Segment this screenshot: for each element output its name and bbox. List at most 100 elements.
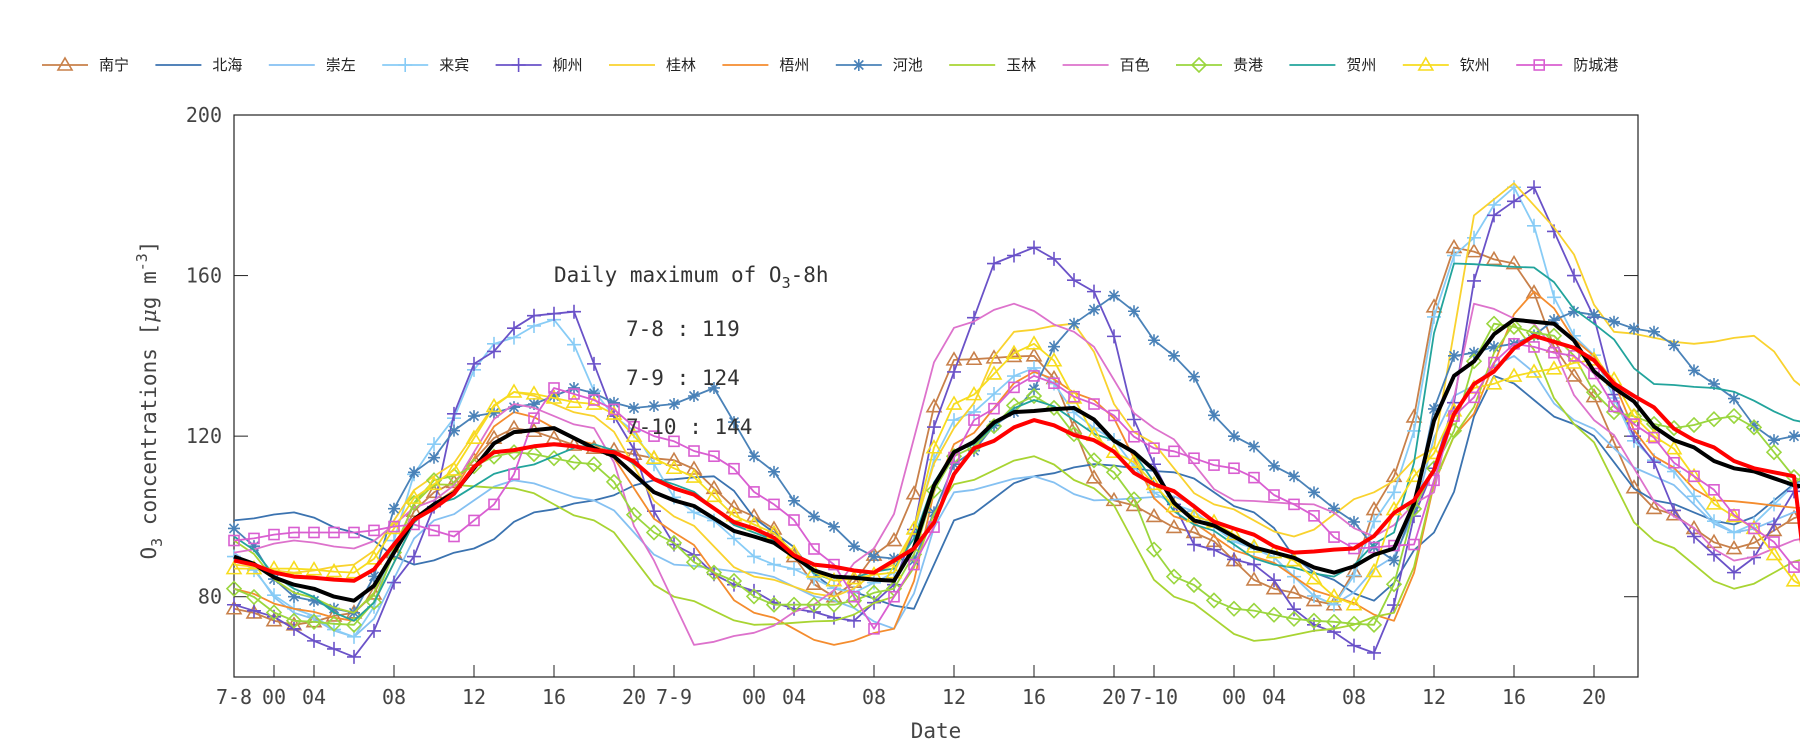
triangle-marker bbox=[565, 393, 583, 408]
square-marker bbox=[648, 430, 660, 442]
plus-marker bbox=[1527, 180, 1541, 195]
triangle-marker bbox=[1025, 347, 1043, 362]
diamond-marker bbox=[1485, 315, 1503, 332]
series-line bbox=[233, 262, 1800, 622]
square-marker bbox=[1288, 498, 1300, 511]
plus-marker bbox=[307, 633, 321, 648]
square-marker bbox=[1608, 400, 1620, 413]
legend-item: 百色 bbox=[1062, 56, 1150, 74]
triangle-marker bbox=[745, 507, 763, 523]
x-tick-label: 08 bbox=[1342, 685, 1366, 709]
plus-marker bbox=[627, 442, 641, 457]
asterisk-marker bbox=[568, 381, 580, 394]
asterisk-marker bbox=[1468, 346, 1480, 359]
square-marker bbox=[1708, 484, 1720, 496]
triangle-marker bbox=[1125, 496, 1143, 512]
diamond-marker bbox=[1705, 411, 1723, 428]
plus-marker bbox=[1687, 489, 1701, 504]
plus-marker bbox=[387, 575, 401, 590]
x-tick-label: 12 bbox=[942, 685, 966, 709]
diamond-marker bbox=[765, 596, 783, 613]
legend-item: 桂林 bbox=[609, 56, 696, 74]
square-marker bbox=[1648, 431, 1660, 444]
square-marker bbox=[348, 526, 360, 539]
legend-label: 来宾 bbox=[439, 56, 469, 74]
asterisk-marker bbox=[368, 570, 380, 583]
triangle-marker bbox=[1365, 562, 1383, 578]
asterisk-marker bbox=[708, 381, 720, 394]
series-12 bbox=[233, 262, 1800, 622]
triangle-marker bbox=[465, 429, 483, 444]
square-marker bbox=[388, 520, 400, 533]
asterisk-marker bbox=[1068, 317, 1080, 330]
asterisk-marker bbox=[828, 520, 840, 533]
asterisk-marker bbox=[308, 594, 320, 607]
asterisk-marker bbox=[728, 416, 740, 429]
x-tick-label: 16 bbox=[1502, 685, 1526, 709]
triangle-marker bbox=[1325, 588, 1343, 603]
asterisk-marker bbox=[468, 410, 480, 423]
plus-marker bbox=[1027, 240, 1041, 255]
triangle-marker bbox=[1525, 363, 1543, 378]
triangle-marker bbox=[985, 349, 1003, 364]
square-marker bbox=[368, 524, 380, 537]
diamond-marker bbox=[1185, 576, 1203, 594]
plus-marker bbox=[511, 58, 526, 72]
square-marker bbox=[1128, 430, 1140, 443]
asterisk-marker bbox=[428, 451, 440, 464]
legend-item: 崇左 bbox=[268, 56, 356, 74]
square-marker bbox=[588, 394, 600, 406]
plus-marker bbox=[787, 561, 801, 576]
legend-item: 贵港 bbox=[1176, 56, 1263, 74]
asterisk-marker bbox=[1748, 419, 1760, 432]
plus-marker bbox=[1467, 273, 1481, 288]
plus-marker bbox=[1207, 542, 1221, 557]
x-tick-label: 16 bbox=[1022, 685, 1046, 709]
diamond-marker bbox=[1225, 600, 1243, 617]
plus-marker bbox=[1507, 194, 1521, 209]
series-line bbox=[233, 342, 1800, 630]
asterisk-marker bbox=[628, 402, 640, 415]
square-marker bbox=[1248, 471, 1260, 484]
square-marker bbox=[1748, 522, 1760, 535]
diamond-marker bbox=[1285, 610, 1303, 628]
triangle-marker bbox=[965, 386, 983, 401]
plus-marker bbox=[827, 610, 841, 625]
square-marker bbox=[1568, 350, 1580, 362]
triangle-marker bbox=[1545, 360, 1563, 375]
plus-marker bbox=[767, 557, 781, 572]
series-10 bbox=[233, 302, 1800, 646]
asterisk-marker bbox=[1488, 340, 1500, 353]
triangle-marker bbox=[1417, 56, 1435, 71]
plus-marker bbox=[1367, 645, 1381, 660]
asterisk-marker bbox=[228, 522, 240, 535]
triangle-marker bbox=[925, 439, 943, 454]
diamond-marker bbox=[1125, 491, 1143, 508]
square-marker bbox=[268, 528, 280, 541]
triangle-marker bbox=[1045, 352, 1063, 367]
plus-marker bbox=[1007, 248, 1021, 263]
diamond-marker bbox=[1205, 592, 1223, 609]
legend-item: 玉林 bbox=[949, 56, 1036, 74]
plus-marker bbox=[1667, 503, 1681, 518]
diamond-marker bbox=[1245, 602, 1263, 619]
square-marker bbox=[1668, 456, 1680, 469]
plus-marker bbox=[427, 437, 441, 452]
triangle-marker bbox=[665, 459, 683, 475]
x-tick-label: 04 bbox=[302, 685, 326, 709]
annotation-line-3: 7-10 : 144 bbox=[626, 415, 752, 439]
x-tick-label: 20 bbox=[1582, 685, 1606, 709]
asterisk-marker bbox=[848, 540, 860, 553]
diamond-marker bbox=[245, 588, 263, 606]
series-line bbox=[234, 342, 1800, 606]
triangle-marker bbox=[1505, 367, 1523, 382]
plus-marker bbox=[227, 597, 241, 612]
diamond-marker bbox=[1265, 606, 1283, 623]
diamond-marker bbox=[745, 588, 763, 605]
y-tick-label: 200 bbox=[186, 103, 222, 127]
series-line bbox=[233, 302, 1800, 646]
asterisk-marker bbox=[1388, 554, 1400, 567]
triangle-marker bbox=[925, 398, 943, 413]
square-marker bbox=[1008, 381, 1020, 394]
legend-label: 防城港 bbox=[1573, 56, 1618, 74]
